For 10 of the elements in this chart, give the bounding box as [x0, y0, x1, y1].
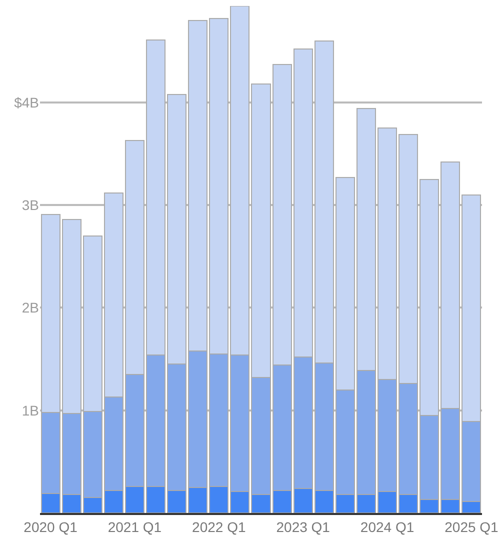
y-tick-label: 2B [22, 300, 39, 316]
y-tick-label: 1B [22, 402, 39, 418]
x-tick-label: 2024 Q1 [360, 518, 414, 535]
x-tick-label: 2020 Q1 [24, 518, 78, 535]
x-tick-label: 2023 Q1 [276, 518, 330, 535]
x-tick-label: 2021 Q1 [108, 518, 162, 535]
x-tick-label: 2025 Q1 [444, 518, 499, 535]
y-tick-label: 3B [22, 197, 39, 214]
x-tick-label: 2022 Q1 [192, 518, 246, 535]
y-tick-label: $4B [14, 94, 39, 110]
